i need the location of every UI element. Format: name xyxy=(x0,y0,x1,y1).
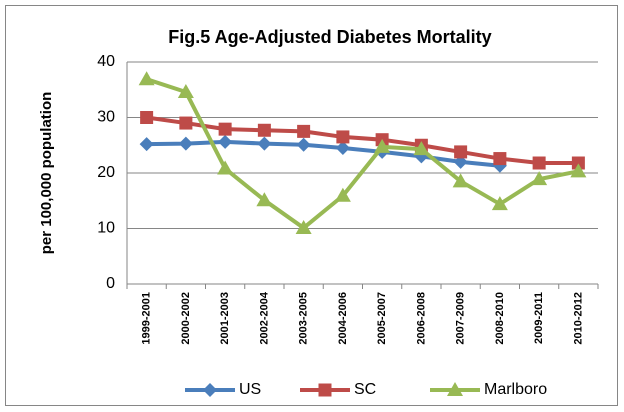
x-tick-label: 2006-2008 xyxy=(415,292,427,345)
x-tick-label: 2002-2004 xyxy=(258,291,270,344)
x-tick-label: 2007-2009 xyxy=(455,292,467,345)
data-point xyxy=(177,83,194,98)
data-point xyxy=(178,136,193,151)
data-point xyxy=(179,116,193,130)
legend-marker xyxy=(318,383,332,397)
x-tick-label: 2008-2010 xyxy=(494,292,506,345)
legend-marker xyxy=(203,383,217,397)
data-point xyxy=(334,187,351,202)
data-point xyxy=(257,123,271,137)
data-point xyxy=(217,160,234,175)
legend-label: US xyxy=(239,381,261,398)
x-tick-label: 2000-2002 xyxy=(180,292,192,345)
x-tick-label: 2001-2003 xyxy=(219,292,231,345)
data-point xyxy=(297,124,311,138)
y-tick-label: 20 xyxy=(97,164,115,181)
data-point xyxy=(336,130,350,144)
y-axis-label: per 100,000 population xyxy=(38,92,55,255)
data-point xyxy=(256,192,273,207)
data-point xyxy=(532,156,546,170)
series-line xyxy=(146,115,579,166)
x-tick-label: 2010-2012 xyxy=(572,292,584,345)
data-point xyxy=(295,219,312,234)
chart-title: Fig.5 Age-Adjusted Diabetes Mortality xyxy=(168,27,491,47)
x-tick-label: 2004-2006 xyxy=(337,292,349,345)
y-tick-label: 30 xyxy=(97,109,115,126)
series-line xyxy=(146,139,501,168)
y-tick-label: 0 xyxy=(106,275,115,292)
data-point xyxy=(138,71,155,86)
data-point xyxy=(218,134,233,149)
data-point xyxy=(570,163,587,178)
x-tick-label: 2005-2007 xyxy=(376,292,388,345)
data-point xyxy=(531,171,548,186)
series-line xyxy=(146,77,579,230)
x-tick-label: 1999-2001 xyxy=(141,292,153,345)
x-tick-label: 2003-2005 xyxy=(298,292,310,345)
data-point xyxy=(218,122,232,136)
legend-label: Marlboro xyxy=(484,381,547,398)
y-tick-label: 40 xyxy=(97,53,115,70)
data-point xyxy=(452,173,469,188)
y-tick-label: 10 xyxy=(97,220,115,237)
data-point xyxy=(571,156,585,170)
data-point xyxy=(257,136,272,151)
x-tick-label: 2009-2011 xyxy=(533,292,545,344)
data-point xyxy=(413,141,430,156)
data-point xyxy=(296,137,311,152)
legend-marker xyxy=(447,382,463,396)
data-point xyxy=(493,152,507,166)
data-point xyxy=(335,141,350,156)
legend-label: SC xyxy=(354,381,376,398)
chart-border xyxy=(5,5,618,406)
data-point xyxy=(491,196,508,211)
data-point xyxy=(374,138,391,153)
data-point xyxy=(454,145,468,159)
data-point xyxy=(140,111,154,124)
data-point xyxy=(139,137,154,152)
